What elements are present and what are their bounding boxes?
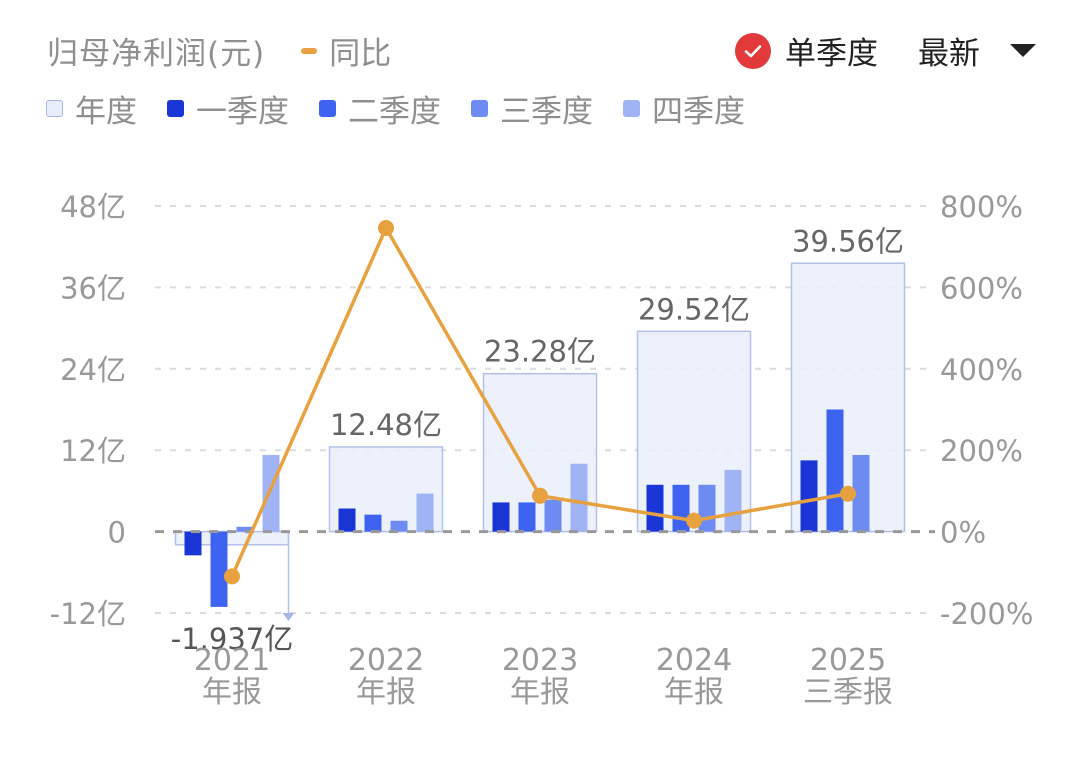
quarter-bar-q4[interactable]	[570, 463, 588, 532]
x-tick-label: 年报	[664, 675, 724, 710]
chart-title: 归母净利润(元)	[47, 36, 266, 72]
legend-label-yoy: 同比	[329, 36, 392, 72]
legend-item-q2[interactable]: 二季度	[319, 86, 441, 131]
quarter-bar-q2[interactable]	[672, 484, 690, 532]
q4-swatch-icon	[623, 100, 640, 117]
legend-label-q3: 三季度	[500, 94, 593, 130]
x-tick-label: 年报	[356, 675, 416, 710]
annual-swatch-icon	[46, 100, 63, 117]
annual-value-label: 23.28亿	[484, 335, 596, 369]
x-tick-label: 2022	[348, 643, 424, 678]
y-tick-label: 0	[108, 516, 126, 550]
quarter-bar-q4[interactable]	[416, 493, 434, 532]
legend-label-annual: 年度	[75, 94, 137, 130]
y2-tick-label: 400%	[940, 353, 1023, 387]
x-tick-label: 2024	[656, 643, 732, 678]
quarter-bar-q1[interactable]	[338, 508, 356, 532]
y-tick-label: 48亿	[60, 190, 126, 224]
quarter-bar-q2[interactable]	[364, 514, 382, 532]
legend-item-q4[interactable]: 四季度	[623, 86, 745, 131]
quarter-bar-q2[interactable]	[210, 531, 228, 607]
y2-tick-label: 800%	[940, 190, 1023, 224]
x-tick-label: 2021	[194, 643, 270, 678]
legend-label-q2: 二季度	[348, 94, 441, 130]
y-tick-label: 36亿	[60, 271, 126, 305]
x-tick-label: 三季报	[803, 675, 893, 710]
series-legend: 年度 一季度 二季度 三季度 四季度	[46, 86, 775, 131]
yoy-point[interactable]	[224, 568, 240, 585]
x-tick-label: 年报	[510, 675, 570, 710]
yoy-point[interactable]	[532, 487, 548, 504]
legend-item-yoy[interactable]: 同比	[301, 28, 391, 73]
title-row: 归母净利润(元) 同比	[47, 28, 391, 73]
legend-label-q1: 一季度	[196, 94, 289, 130]
annual-value-label: 29.52亿	[638, 292, 750, 326]
quarter-bar-q4[interactable]	[724, 469, 742, 532]
chart-controls: 单季度 最新	[735, 28, 1036, 73]
bar-series	[174, 262, 906, 621]
annual-value-label: -1.937亿	[171, 622, 294, 656]
y2-tick-label: 200%	[940, 434, 1023, 468]
yoy-point[interactable]	[840, 485, 856, 502]
caret-down-icon	[1010, 44, 1036, 57]
y-tick-label: 12亿	[60, 434, 126, 468]
quarter-bar-q4[interactable]	[262, 454, 280, 532]
annual-value-label: 39.56亿	[792, 224, 904, 258]
quarter-bar-q3[interactable]	[544, 499, 562, 532]
single-quarter-toggle[interactable]: 单季度	[735, 28, 878, 73]
x-tick-label: 2025	[810, 643, 886, 678]
annual-value-labels: -1.937亿 12.48亿 23.28亿 29.52亿 39.56亿	[171, 224, 904, 656]
legend-item-q1[interactable]: 一季度	[167, 86, 289, 131]
yoy-point[interactable]	[686, 512, 702, 529]
right-y-axis: 800% 600% 400% 200% 0% -200%	[940, 190, 1033, 631]
y-tick-label: 24亿	[60, 353, 126, 387]
quarter-bar-q1[interactable]	[646, 484, 664, 532]
sort-dropdown[interactable]: 最新	[918, 28, 1036, 73]
legend-item-annual[interactable]: 年度	[46, 86, 137, 131]
y2-tick-label: 0%	[940, 516, 986, 550]
quarter-bar-q3[interactable]	[236, 526, 254, 532]
chart-header: 归母净利润(元) 同比 单季度 最新 年度 一季度 二季度	[0, 0, 1080, 140]
x-tick-label: 年报	[202, 675, 262, 710]
quarter-bar-q2[interactable]	[518, 502, 536, 532]
yoy-line-swatch-icon	[301, 47, 318, 54]
check-circle-icon	[735, 32, 771, 69]
legend-label-q4: 四季度	[652, 94, 745, 130]
quarter-bar-q3[interactable]	[390, 520, 408, 532]
quarter-bar-q3[interactable]	[852, 454, 870, 532]
annual-value-label: 12.48亿	[330, 408, 442, 442]
y-tick-label: -12亿	[50, 597, 126, 631]
quarter-bar-q1[interactable]	[184, 531, 202, 556]
yoy-line-series	[224, 219, 856, 585]
y2-tick-label: -200%	[940, 597, 1033, 631]
q3-swatch-icon	[471, 100, 488, 117]
yoy-point[interactable]	[378, 219, 394, 236]
left-y-axis: 48亿 36亿 24亿 12亿 0 -12亿	[50, 190, 126, 631]
y2-tick-label: 600%	[940, 271, 1023, 305]
quarter-bar-q3[interactable]	[698, 484, 716, 532]
legend-item-q3[interactable]: 三季度	[471, 86, 593, 131]
sort-dropdown-value: 最新	[918, 36, 980, 72]
arrow-down-icon	[282, 613, 295, 621]
q2-swatch-icon	[319, 100, 336, 117]
q1-swatch-icon	[167, 100, 184, 117]
x-tick-label: 2023	[502, 643, 578, 678]
quarter-bar-q2[interactable]	[826, 409, 844, 532]
single-quarter-label: 单季度	[785, 36, 878, 72]
quarter-bar-q1[interactable]	[800, 460, 818, 532]
quarter-bar-q1[interactable]	[492, 502, 510, 532]
